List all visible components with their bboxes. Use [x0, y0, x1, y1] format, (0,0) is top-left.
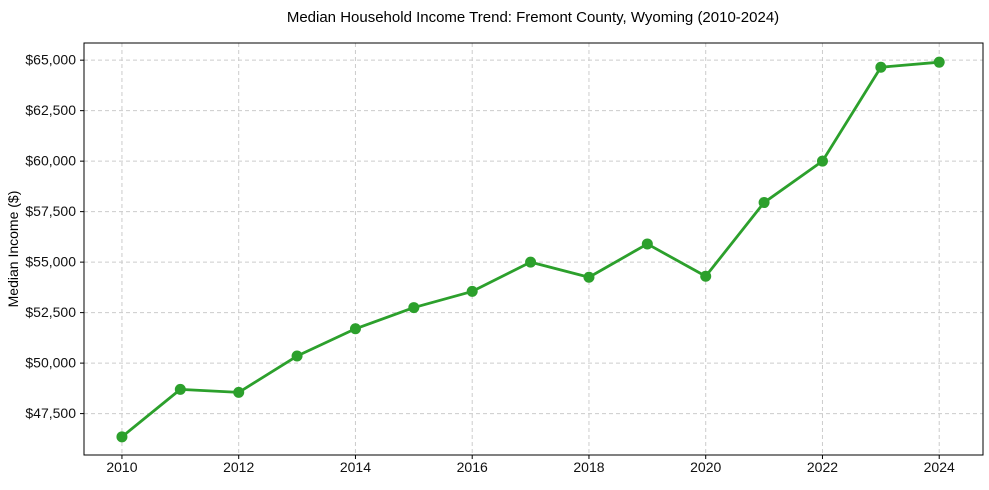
data-point [525, 256, 537, 268]
y-tick-label: $47,500 [25, 405, 76, 421]
y-axis-label: Median Income ($) [5, 191, 21, 308]
data-point [291, 350, 303, 362]
data-point [174, 383, 186, 395]
data-point [700, 270, 712, 282]
data-point [349, 323, 361, 335]
data-point [875, 61, 887, 73]
x-tick-label: 2010 [106, 459, 137, 475]
data-point [816, 155, 828, 167]
x-tick-label: 2024 [924, 459, 955, 475]
trend-line [120, 60, 941, 439]
data-point [933, 56, 945, 68]
y-tick-label: $65,000 [25, 52, 76, 68]
x-tick-labels: 2010 2012 2014 2016 2018 2020 2022 2024 [106, 459, 955, 475]
data-point [641, 238, 653, 250]
x-tick-label: 2012 [223, 459, 254, 475]
gridlines [84, 43, 983, 455]
y-tick-label: $60,000 [25, 153, 76, 169]
y-tick-labels: $47,500 $50,000 $52,500 $55,000 $57,500 $60,0… [25, 52, 76, 421]
data-point [116, 431, 128, 443]
axis-ticks [80, 59, 940, 459]
data-point [758, 197, 770, 209]
data-point [408, 302, 420, 314]
data-point [583, 271, 595, 283]
x-tick-label: 2014 [340, 459, 371, 475]
data-point [466, 285, 478, 297]
x-tick-label: 2022 [807, 459, 838, 475]
y-tick-label: $52,500 [25, 304, 76, 320]
data-point [233, 386, 245, 398]
x-tick-label: 2020 [690, 459, 721, 475]
y-tick-label: $57,500 [25, 203, 76, 219]
y-tick-label: $62,500 [25, 102, 76, 118]
x-tick-label: 2016 [457, 459, 488, 475]
x-tick-label: 2018 [573, 459, 604, 475]
data-point-markers [116, 56, 945, 443]
y-tick-label: $50,000 [25, 355, 76, 371]
y-tick-label: $55,000 [25, 254, 76, 270]
plot-border [83, 42, 984, 456]
chart-title: Median Household Income Trend: Fremont C… [287, 9, 779, 26]
